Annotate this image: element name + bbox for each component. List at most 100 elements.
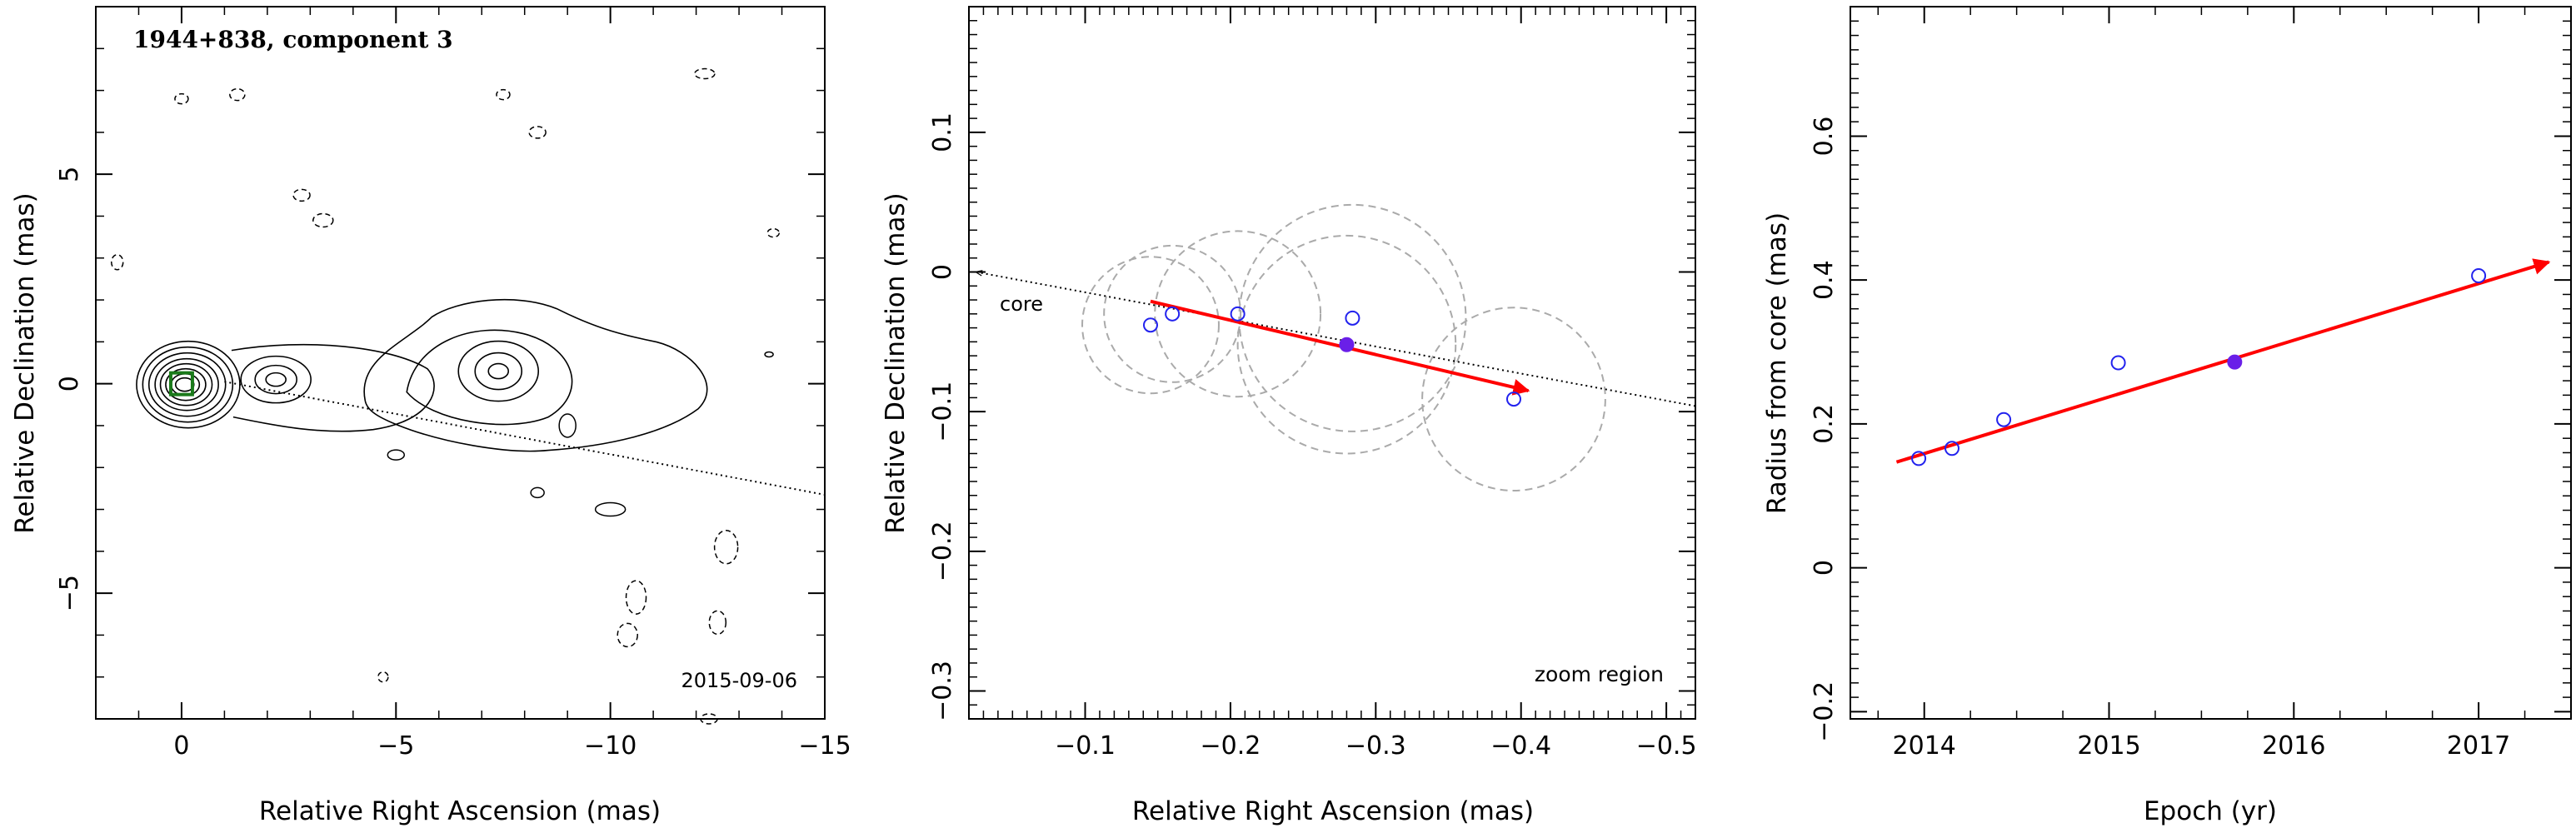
- x-tick-label: −0.4: [1490, 731, 1551, 761]
- zoom-panel: −0.1 −0.2 −0.3 −0.4 −0.5 −0.3 −0.2 −0.1 0 0.1 cor…: [881, 6, 1697, 826]
- data-point: [1944, 441, 1959, 456]
- negative-contour: [496, 88, 511, 101]
- data-point: [1165, 306, 1181, 322]
- negative-contour: [312, 212, 334, 228]
- negative-contour: [694, 67, 716, 80]
- y-tick-label: −5: [55, 575, 84, 611]
- island-contour: [764, 351, 774, 358]
- core-label: core: [1000, 292, 1043, 316]
- negative-contour: [110, 254, 124, 271]
- island-contour: [594, 501, 627, 517]
- trajectory-line: [224, 381, 826, 496]
- y-axis-label: Relative Declination (mas): [10, 192, 40, 534]
- overlay: [168, 371, 826, 496]
- y-tick-label: 0.1: [928, 112, 957, 152]
- x-axis-label: Epoch (yr): [2144, 796, 2277, 826]
- x-tick-label: 2016: [2262, 731, 2325, 761]
- negative-contour: [229, 87, 246, 102]
- axis-ticks: 2014 2015 2016 2017 −0.2 0 0.2 0.4 0.6: [1810, 6, 2572, 761]
- x-axis-label: Relative Right Ascension (mas): [259, 796, 661, 826]
- core-contour: [147, 352, 227, 417]
- component-marker: [168, 371, 194, 397]
- data-point: [1996, 412, 2012, 427]
- x-tick-label: −0.2: [1200, 731, 1261, 761]
- trajectory-line: [976, 272, 1696, 407]
- negative-contour: [292, 188, 311, 202]
- data-point: [1506, 392, 1521, 407]
- y-tick-label: 0.6: [1810, 117, 1839, 157]
- island-contour: [558, 413, 577, 438]
- y-tick-label: −0.3: [928, 661, 957, 721]
- y-tick-label: 0.4: [1810, 260, 1839, 300]
- plot-frame: [95, 6, 826, 720]
- core-contour: [165, 367, 207, 402]
- jet-contour: [363, 298, 708, 452]
- negative-contour: [700, 713, 718, 725]
- jet-contour: [487, 362, 510, 380]
- data-point: [2471, 268, 2487, 283]
- x-tick-label: −0.3: [1345, 731, 1406, 761]
- y-axis-label: Relative Declination (mas): [881, 192, 911, 534]
- negative-contour: [377, 671, 389, 683]
- data-point-filled: [1339, 337, 1355, 352]
- data-point: [1345, 310, 1360, 326]
- x-tick-label: 2015: [2077, 731, 2140, 761]
- x-tick-label: −10: [584, 731, 637, 761]
- beam-circle: [1103, 244, 1242, 383]
- data-point: [1230, 306, 1246, 322]
- data-point: [1143, 317, 1158, 333]
- negative-contour: [174, 92, 189, 105]
- x-tick-label: 2017: [2447, 731, 2510, 761]
- jet-contour: [406, 329, 573, 426]
- negative-contour: [625, 580, 647, 615]
- y-tick-label: −0.2: [1810, 681, 1839, 742]
- beam-circle: [1081, 256, 1220, 395]
- contour-map-panel: 0 −5 −10 −15 −5 0 5 1944+838, component 3 2015…: [10, 6, 851, 826]
- island-contour: [530, 486, 545, 499]
- negative-contour: [708, 610, 727, 636]
- y-tick-label: 5: [55, 167, 84, 182]
- x-tick-label: −0.5: [1636, 731, 1697, 761]
- data-point: [2110, 355, 2126, 371]
- negative-contour: [617, 622, 638, 648]
- negative-contour: [766, 227, 780, 238]
- plot-frame: [968, 6, 1696, 720]
- epoch-annotation: 2015-09-06: [681, 669, 797, 692]
- axis-ticks: 0 −5 −10 −15 −5 0 5: [55, 6, 851, 761]
- x-axis-label: Relative Right Ascension (mas): [1132, 796, 1534, 826]
- y-tick-label: 0: [55, 376, 84, 392]
- jet-contour: [474, 352, 523, 391]
- knot-contour: [231, 343, 435, 432]
- beam-circle: [1154, 230, 1322, 398]
- y-tick-label: 0.2: [1810, 404, 1839, 444]
- beam-circle: [1421, 307, 1606, 491]
- y-tick-label: −0.2: [928, 521, 957, 581]
- zoom-region-label: zoom region: [1535, 662, 1664, 686]
- x-tick-label: 2014: [1893, 731, 1956, 761]
- jet-contour: [457, 340, 540, 402]
- y-tick-label: 0: [928, 264, 957, 280]
- x-tick-label: −5: [377, 731, 414, 761]
- data-point: [1911, 451, 1927, 466]
- core-contour: [136, 340, 241, 429]
- y-tick-label: 0: [1810, 560, 1839, 576]
- knot-contour: [240, 355, 312, 404]
- y-tick-label: −0.1: [928, 382, 957, 442]
- core-contour: [154, 357, 219, 412]
- fit-arrow: [1895, 258, 2551, 464]
- x-tick-label: 0: [173, 731, 189, 761]
- island-contour: [387, 449, 406, 461]
- core-contour: [142, 346, 234, 423]
- negative-contour: [528, 126, 547, 139]
- contours: [110, 67, 780, 725]
- y-axis-label: Radius from core (mas): [1762, 212, 1792, 514]
- radius-epoch-panel: 2014 2015 2016 2017 −0.2 0 0.2 0.4 0.6 Epoch (yr…: [1762, 6, 2572, 826]
- core-contour: [159, 362, 213, 407]
- negative-contour: [713, 530, 739, 565]
- beam-circle: [1238, 203, 1467, 432]
- map-title: 1944+838, component 3: [133, 26, 453, 53]
- marks: [976, 203, 1696, 491]
- x-tick-label: −15: [798, 731, 851, 761]
- axis-ticks: −0.1 −0.2 −0.3 −0.4 −0.5 −0.3 −0.2 −0.1 0 0.1: [928, 6, 1697, 761]
